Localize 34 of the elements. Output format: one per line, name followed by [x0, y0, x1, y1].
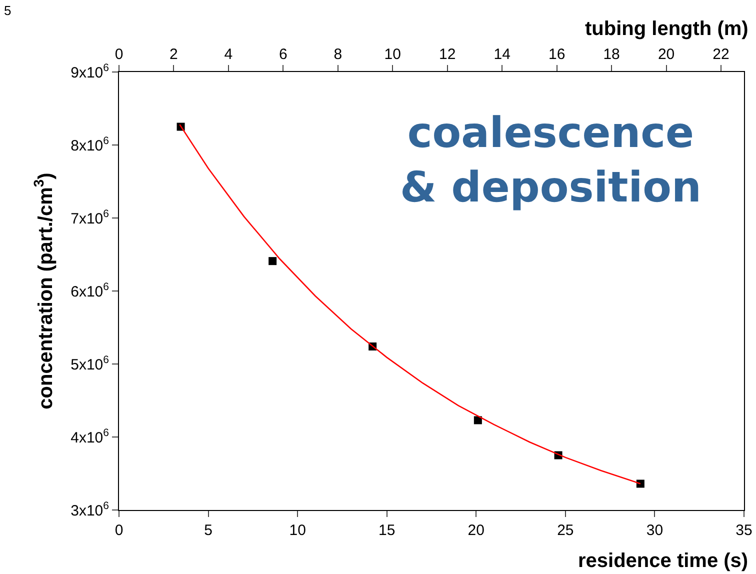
- point: [474, 416, 482, 424]
- x2-tick-label: 6: [279, 46, 288, 63]
- x2-tick-label: 8: [334, 46, 342, 63]
- point: [636, 480, 644, 488]
- x2-tick-label: 16: [548, 46, 566, 63]
- x2-tick-label: 22: [712, 46, 730, 63]
- x-axis-title: residence time (s): [578, 550, 748, 572]
- y-tick-label: 5x10$^{6}$: [70, 354, 110, 374]
- x2-tick-label: 0: [114, 46, 124, 63]
- x-tick-label: 15: [378, 522, 396, 539]
- annotation: coalescence & deposition: [400, 108, 702, 212]
- y-tick-label: 7x10$^{6}$: [70, 208, 110, 228]
- y-tick-label: 3x10$^{6}$: [70, 500, 110, 520]
- x2-axis-title: tubing length (m): [585, 18, 748, 40]
- x-tick-label: 35: [736, 522, 752, 539]
- x2-tick-label: 14: [494, 46, 510, 63]
- x-tick-label: 20: [468, 522, 484, 539]
- text: 5: [4, 3, 12, 18]
- x-tick-label: 10: [289, 522, 306, 539]
- x2-tick-label: 10: [384, 46, 401, 63]
- x2-tick-label: 20: [658, 46, 675, 63]
- y-tick-label: 9x10$^{6}$: [70, 62, 110, 82]
- x-tick-label: 0: [114, 522, 124, 539]
- x-tick-label: 30: [646, 522, 664, 539]
- x2-tick-label: 4: [224, 46, 233, 63]
- y-tick-label: 8x10$^{6}$: [70, 134, 110, 154]
- x2-tick-label: 2: [170, 46, 178, 63]
- x2-tick-label: 12: [439, 46, 456, 63]
- y-tick-label: 6x10$^{6}$: [70, 280, 110, 300]
- point: [268, 257, 277, 266]
- y-tick-label: 4x10$^{6}$: [70, 426, 110, 446]
- x-tick-label: 5: [204, 522, 212, 539]
- x-tick-label: 25: [557, 522, 574, 539]
- x2-tick-label: 18: [603, 46, 620, 63]
